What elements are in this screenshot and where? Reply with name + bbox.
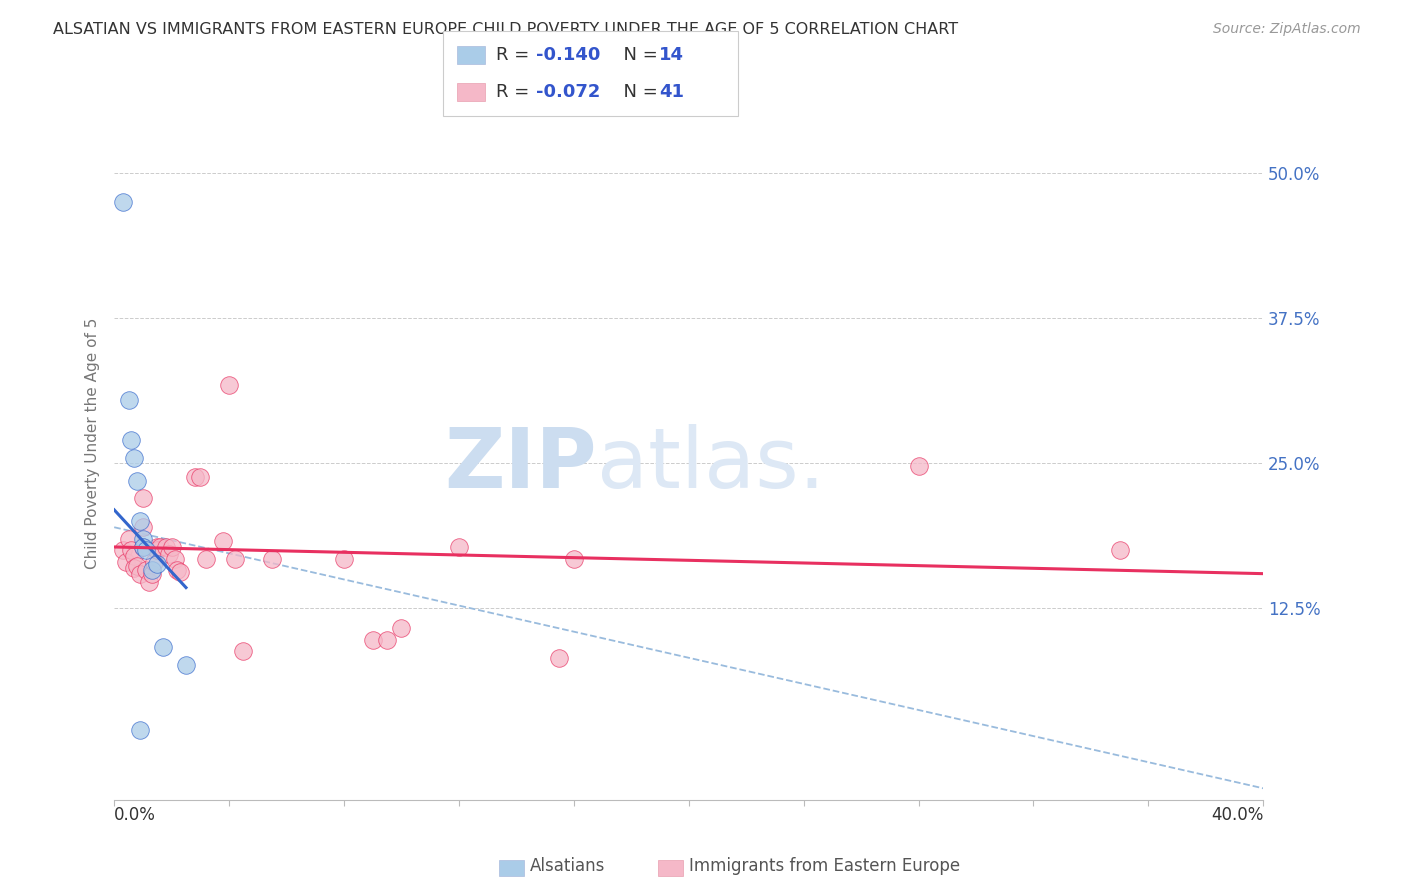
Text: atlas.: atlas. (596, 424, 825, 505)
Y-axis label: Child Poverty Under the Age of 5: Child Poverty Under the Age of 5 (86, 318, 100, 569)
Point (190, 470, 212, 484)
Point (183, 470, 205, 484)
Point (132, 540, 155, 554)
Point (232, 644, 254, 658)
Point (218, 377, 240, 392)
Point (391, 621, 413, 635)
Text: R =: R = (496, 46, 536, 64)
Point (135, 563, 157, 577)
Text: 14: 14 (659, 46, 685, 64)
Point (160, 540, 183, 554)
Point (166, 563, 188, 577)
Point (262, 551, 284, 566)
Point (174, 658, 197, 673)
Text: Immigrants from Eastern Europe: Immigrants from Eastern Europe (689, 857, 960, 875)
Text: N =: N = (612, 46, 664, 64)
Point (129, 723, 152, 738)
Point (143, 555, 166, 569)
Point (124, 450, 146, 465)
Point (212, 534, 235, 549)
Point (562, 551, 585, 566)
Text: 0.0%: 0.0% (114, 805, 156, 823)
Point (169, 566, 191, 580)
Point (157, 547, 180, 561)
Point (117, 532, 139, 546)
Point (146, 558, 169, 572)
Text: -0.072: -0.072 (536, 83, 600, 101)
Text: ZIP: ZIP (444, 424, 596, 505)
Point (111, 543, 134, 558)
Point (548, 651, 571, 665)
Point (141, 563, 163, 577)
Point (155, 540, 177, 554)
Point (907, 458, 929, 473)
Text: -0.140: -0.140 (536, 46, 600, 64)
Text: N =: N = (612, 83, 664, 101)
Point (141, 566, 163, 581)
Text: 40.0%: 40.0% (1211, 805, 1263, 823)
Point (124, 561, 146, 575)
Point (361, 632, 384, 647)
Point (129, 515, 152, 529)
Point (127, 474, 149, 488)
Point (132, 540, 155, 554)
Point (132, 491, 155, 506)
Point (120, 434, 142, 448)
Point (114, 555, 136, 569)
Point (120, 543, 142, 558)
Point (129, 566, 152, 581)
Point (195, 551, 218, 566)
Point (124, 549, 146, 564)
Text: ALSATIAN VS IMMIGRANTS FROM EASTERN EUROPE CHILD POVERTY UNDER THE AGE OF 5 CORR: ALSATIAN VS IMMIGRANTS FROM EASTERN EURO… (53, 22, 959, 37)
Text: 41: 41 (659, 83, 685, 101)
Point (132, 520, 155, 534)
Point (152, 640, 174, 654)
Point (127, 558, 149, 573)
Point (447, 540, 470, 554)
Point (132, 532, 155, 546)
Point (111, 195, 134, 210)
Point (163, 551, 186, 566)
Point (117, 392, 139, 407)
Point (224, 551, 246, 566)
Point (138, 574, 160, 589)
Text: Source: ZipAtlas.com: Source: ZipAtlas.com (1213, 22, 1361, 37)
Point (149, 540, 172, 554)
Point (146, 543, 169, 558)
Point (333, 551, 356, 566)
Text: Alsatians: Alsatians (530, 857, 606, 875)
Point (146, 540, 169, 554)
Point (1108, 543, 1130, 558)
Point (375, 632, 398, 647)
Text: R =: R = (496, 83, 536, 101)
Point (135, 543, 157, 558)
